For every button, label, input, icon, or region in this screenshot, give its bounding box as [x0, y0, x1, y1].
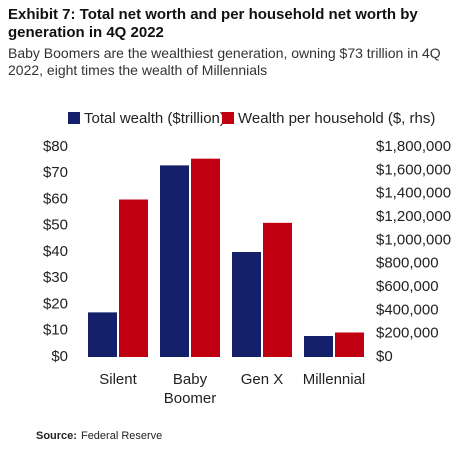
x-tick-label: Gen X	[240, 371, 284, 388]
chart-subtitle: Baby Boomers are the wealthiest generati…	[8, 45, 441, 78]
bar	[263, 222, 292, 357]
bar	[191, 158, 220, 357]
y-tick-label: $50	[43, 217, 68, 234]
y-tick-label: $70	[43, 164, 68, 181]
source-text: Federal Reserve	[80, 430, 163, 442]
x-tick-label: Millennial	[302, 371, 366, 388]
legend-swatch	[222, 112, 234, 124]
chart-title: Exhibit 7: Total net worth and per house…	[8, 6, 418, 41]
y-tick-label: $60	[43, 190, 68, 207]
legend-swatch	[68, 112, 80, 124]
y2-tick-label: $800,000	[376, 255, 439, 272]
legend-label: Total wealth ($trillion)	[84, 110, 225, 127]
legend-label: Wealth per household ($, rhs)	[238, 110, 435, 127]
x-tick-label: Baby Boomer	[163, 371, 217, 407]
y2-tick-label: $1,600,000	[376, 161, 451, 178]
source-label: Source:	[36, 430, 77, 442]
y-tick-label: $30	[43, 269, 68, 286]
x-tick-label: Silent	[99, 371, 137, 388]
y-tick-label: $0	[51, 348, 68, 365]
bar	[119, 199, 148, 357]
y2-tick-label: $600,000	[376, 278, 439, 295]
y-tick-label: $10	[43, 322, 68, 339]
y-tick-label: $20	[43, 295, 68, 312]
y2-tick-label: $1,400,000	[376, 185, 451, 202]
bar	[160, 165, 189, 357]
y2-tick-label: $1,200,000	[376, 208, 451, 225]
bar	[88, 312, 117, 357]
y2-tick-label: $1,800,000	[376, 138, 451, 155]
source: Source: Federal Reserve	[36, 430, 162, 442]
y2-tick-label: $200,000	[376, 325, 439, 342]
bar	[335, 332, 364, 357]
y-tick-label: $40	[43, 243, 68, 260]
bar	[304, 336, 333, 357]
y-tick-label: $80	[43, 138, 68, 155]
bar	[232, 252, 261, 357]
y2-tick-label: $1,000,000	[376, 231, 451, 248]
y2-tick-label: $400,000	[376, 301, 439, 318]
y2-tick-label: $0	[376, 348, 393, 365]
